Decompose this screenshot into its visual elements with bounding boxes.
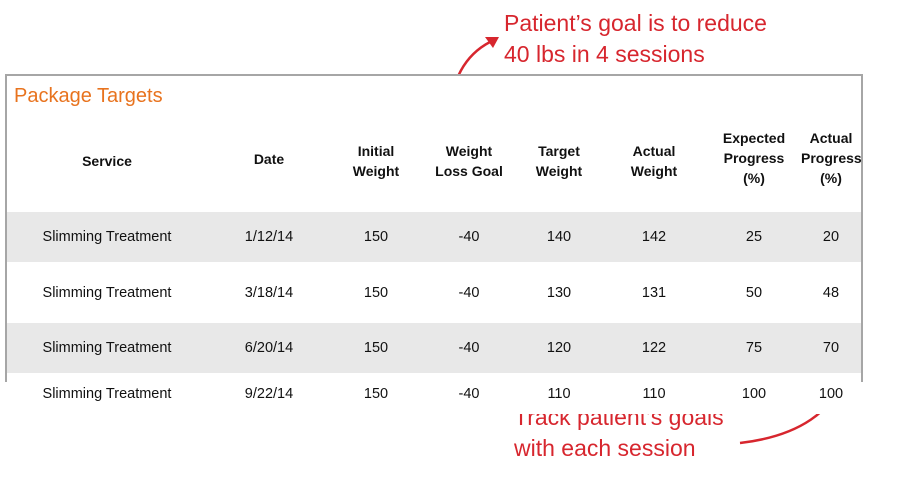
cell-weight-loss-goal: -40 [421,212,517,262]
header-initial-weight: Initial Weight [352,143,400,179]
header-actual-weight: Actual Weight [630,143,678,179]
cell-service: Slimming Treatment [7,373,207,414]
cell-expected-progress: 25 [707,212,801,262]
cell-date: 6/20/14 [207,323,331,373]
cell-target-weight: 120 [517,323,601,373]
cell-initial-weight: 150 [331,373,421,414]
goal-callout-line-2: 40 lbs in 4 sessions [504,41,705,67]
cell-actual-weight: 131 [601,262,707,323]
cell-initial-weight: 150 [331,323,421,373]
cell-expected-progress: 100 [707,373,801,414]
cell-actual-progress: 20 [801,212,861,262]
cell-actual-progress: 100 [801,373,861,414]
table-row: Slimming Treatment 1/12/14 150 -40 140 1… [7,212,861,262]
table-header-row: Service Date Initial Weight Weight Loss Go… [7,76,862,212]
cell-weight-loss-goal: -40 [421,373,517,414]
cell-actual-progress: 70 [801,323,861,373]
cell-date: 3/18/14 [207,262,331,323]
cell-target-weight: 130 [517,262,601,323]
cell-target-weight: 140 [517,212,601,262]
goal-callout-line-1: Patient’s goal is to reduce [504,10,767,36]
goal-callout: Patient’s goal is to reduce 40 lbs in 4 … [504,8,767,70]
cell-actual-weight: 110 [601,373,707,414]
package-targets-table: Service Date Initial Weight Weight Loss Go… [7,76,862,414]
panel-title: Package Targets [14,85,163,107]
cell-initial-weight: 150 [331,212,421,262]
cell-service: Slimming Treatment [7,323,207,373]
table-row: Slimming Treatment 3/18/14 150 -40 130 1… [7,262,861,323]
header-service: Service [82,153,132,169]
cell-actual-progress: 48 [801,262,861,323]
cell-weight-loss-goal: -40 [421,323,517,373]
cell-date: 1/12/14 [207,212,331,262]
cell-expected-progress: 75 [707,323,801,373]
package-targets-panel: Service Date Initial Weight Weight Loss Go… [5,74,863,414]
cell-weight-loss-goal: -40 [421,262,517,323]
cell-initial-weight: 150 [331,262,421,323]
goal-arrowhead [485,37,499,48]
cell-service: Slimming Treatment [7,262,207,323]
cell-service: Slimming Treatment [7,212,207,262]
header-actual-progress: Actual Progress (%) [801,130,862,186]
cell-target-weight: 110 [517,373,601,414]
table-row: Slimming Treatment 9/22/14 150 -40 110 1… [7,373,861,414]
cell-actual-weight: 142 [601,212,707,262]
header-date: Date [253,151,285,167]
cell-expected-progress: 50 [707,262,801,323]
track-callout-line-2: with each session [514,435,696,461]
header-expected-progress: Expected Progress (%) [722,130,786,186]
header-target-weight: Target Weight [535,143,583,179]
table-row: Slimming Treatment 6/20/14 150 -40 120 1… [7,323,861,373]
cell-actual-weight: 122 [601,323,707,373]
header-weight-loss-goal: Weight Loss Goal [435,143,503,179]
cell-date: 9/22/14 [207,373,331,414]
